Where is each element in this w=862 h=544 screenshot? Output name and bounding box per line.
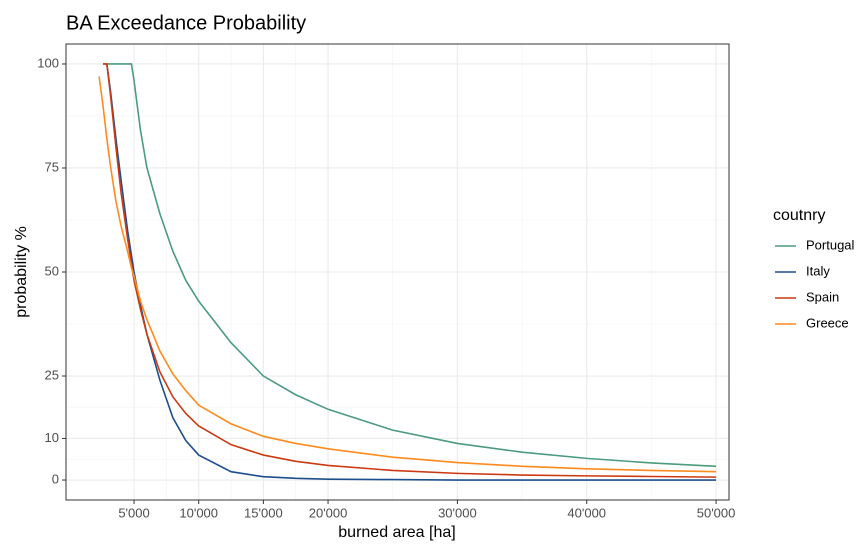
x-tick-label: 40'000 xyxy=(567,505,606,520)
x-tick-label: 50'000 xyxy=(697,505,736,520)
y-axis-title: probability % xyxy=(13,226,30,318)
x-tick-label: 5'000 xyxy=(118,505,149,520)
y-tick-label: 100 xyxy=(37,55,59,70)
legend-label: Italy xyxy=(806,263,830,278)
x-tick-label: 15'000 xyxy=(244,505,283,520)
legend-label: Spain xyxy=(806,289,839,304)
y-tick-label: 25 xyxy=(45,367,59,382)
plot-border xyxy=(65,43,730,501)
series-line xyxy=(98,76,717,473)
chart-title: BA Exceedance Probability xyxy=(66,12,306,34)
x-axis-title: burned area [ha] xyxy=(338,524,455,541)
x-tick-label: 20'000 xyxy=(309,505,348,520)
series-line xyxy=(102,63,717,468)
legend-label: Portugal xyxy=(806,237,855,252)
y-tick-label: 0 xyxy=(52,471,59,486)
legend-title: coutnry xyxy=(773,207,825,224)
y-tick-label: 75 xyxy=(45,159,59,174)
series-line xyxy=(102,63,717,478)
x-tick-label: 30'000 xyxy=(438,505,477,520)
legend-label: Greece xyxy=(806,315,849,330)
y-tick-label: 10 xyxy=(45,430,59,445)
y-tick-label: 50 xyxy=(45,263,59,278)
x-tick-label: 10'000 xyxy=(179,505,218,520)
series-line xyxy=(106,63,717,481)
